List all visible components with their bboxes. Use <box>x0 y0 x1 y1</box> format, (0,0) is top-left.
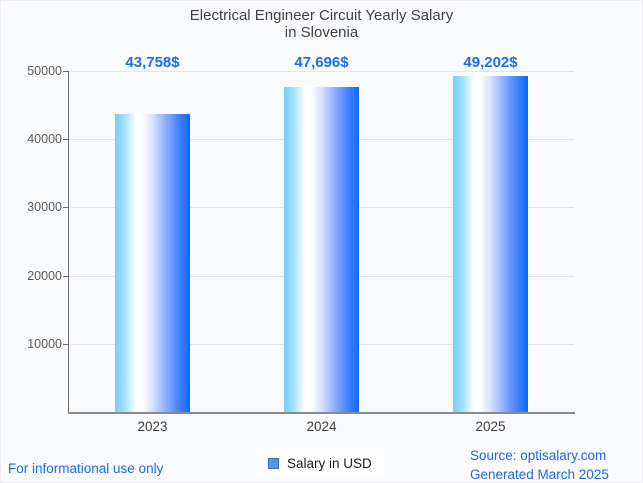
gridline <box>69 71 574 72</box>
chart-title-line2: in Slovenia <box>284 24 359 41</box>
y-axis-label: 50000 <box>27 64 62 78</box>
legend-marker-icon <box>268 457 279 469</box>
x-axis-label: 2025 <box>475 419 506 434</box>
y-axis-tick <box>63 275 68 277</box>
y-axis-label: 30000 <box>27 200 62 215</box>
x-axis-label: 2024 <box>306 419 337 434</box>
y-axis-tick <box>63 71 68 72</box>
y-axis-label: 10000 <box>27 336 62 351</box>
y-axis-tick <box>63 207 68 209</box>
chart-title-line1: Electrical Engineer Circuit Yearly Salar… <box>189 7 454 24</box>
y-axis-tick <box>63 139 68 141</box>
source-attribution: Source: optisalary.com Generated March 2… <box>470 446 609 483</box>
bar-2025[interactable] <box>453 76 528 412</box>
legend: Salary in USD <box>256 449 384 477</box>
disclaimer-text: For informational use only <box>8 461 164 476</box>
bar-2024[interactable] <box>284 86 359 412</box>
bar-value-label: 47,696$ <box>294 54 349 71</box>
bar-2023[interactable] <box>115 113 190 412</box>
y-axis-label: 20000 <box>27 268 62 283</box>
source-line: Source: optisalary.com <box>470 448 607 463</box>
y-axis-tick <box>63 343 68 345</box>
bar-value-label: 49,202$ <box>463 54 518 71</box>
x-axis-label: 2023 <box>137 419 168 434</box>
y-axis-label: 40000 <box>27 132 62 147</box>
bar-value-label: 43,758$ <box>125 54 180 71</box>
x-axis-line <box>68 412 575 414</box>
generated-line: Generated March 2025 <box>470 467 609 482</box>
y-axis-line <box>68 71 69 413</box>
chart-title: Electrical Engineer Circuit Yearly Salar… <box>0 7 643 41</box>
legend-label: Salary in USD <box>287 455 372 471</box>
